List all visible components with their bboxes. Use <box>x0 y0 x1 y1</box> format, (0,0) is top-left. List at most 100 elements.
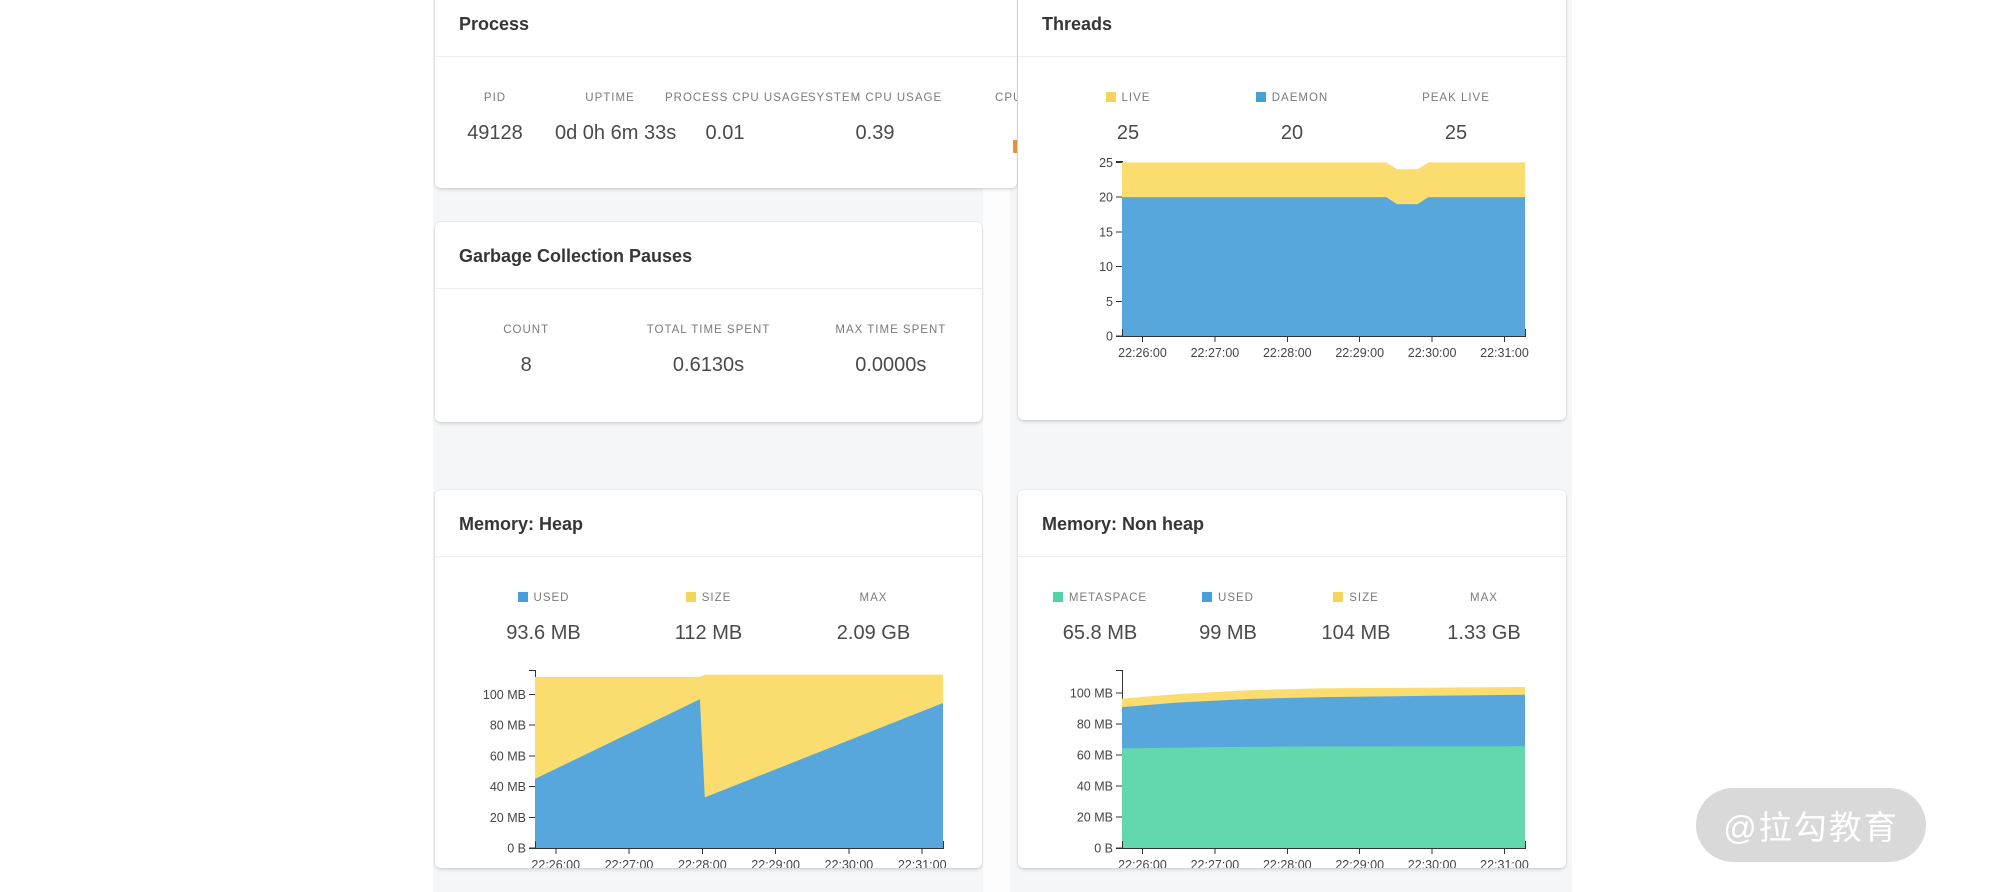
column-header-pid: PID <box>483 92 507 104</box>
svg-text:22:30:00: 22:30:00 <box>1408 858 1457 868</box>
card-title: Process <box>435 0 1017 57</box>
svg-text:60 MB: 60 MB <box>490 749 526 763</box>
svg-text:80 MB: 80 MB <box>490 719 526 733</box>
legend-label: PEAK LIVE <box>1422 92 1490 104</box>
nonheap-area-chart[interactable]: 0 B 20 MB 40 MB 60 MB 80 MB 100 MB 22:26:00 22:… <box>1018 663 1532 868</box>
svg-text:22:29:00: 22:29:00 <box>1335 346 1384 360</box>
svg-text:10: 10 <box>1099 260 1113 274</box>
svg-text:60 MB: 60 MB <box>1077 749 1113 763</box>
stat-label: TOTAL TIME SPENT <box>646 324 771 336</box>
gc-count-value: 8 <box>520 354 532 376</box>
svg-text:22:31:00: 22:31:00 <box>1480 346 1529 360</box>
metaspace-value: 65.8 MB <box>1062 622 1138 644</box>
stat-label: MAX TIME SPENT <box>835 324 947 336</box>
stat-nonheap-used: USED 99 MB <box>1164 591 1292 645</box>
live-legend-swatch <box>1105 92 1116 102</box>
svg-text:40 MB: 40 MB <box>490 780 526 794</box>
stat-heap-size: SIZE 112 MB <box>626 591 791 645</box>
column-header-system-cpu: SYSTEM CPU USAGE <box>807 92 943 104</box>
svg-text:100 MB: 100 MB <box>1070 687 1113 701</box>
system-cpu-value: 0.39 <box>855 122 895 144</box>
stat-label: COUNT <box>503 324 550 336</box>
nonheap-size-value: 104 MB <box>1321 622 1391 644</box>
svg-text:22:27:00: 22:27:00 <box>1191 858 1240 868</box>
svg-text:0: 0 <box>1106 330 1113 344</box>
gc-max-time-value: 0.0000s <box>855 354 927 376</box>
stat-heap-max: MAX 2.09 GB <box>791 591 956 645</box>
legend-label: MAX <box>859 592 888 604</box>
svg-text:25: 25 <box>1099 157 1113 170</box>
card-process: Process PID UPTIME PROCESS CPU USAGE SYS… <box>435 0 1017 188</box>
svg-text:22:28:00: 22:28:00 <box>1263 346 1312 360</box>
heap-used-value: 93.6 MB <box>506 622 581 644</box>
svg-text:0 B: 0 B <box>507 842 526 856</box>
used-legend-swatch <box>1202 592 1213 602</box>
stat-nonheap-size: SIZE 104 MB <box>1292 591 1420 645</box>
svg-text:5: 5 <box>1106 295 1113 309</box>
card-threads: Threads LIVE 25 DAEMON 20 PEAK LIVE 25 0… <box>1018 0 1566 420</box>
daemon-value: 20 <box>1280 122 1304 144</box>
svg-text:0 B: 0 B <box>1094 842 1113 856</box>
heap-size-value: 112 MB <box>674 622 743 644</box>
legend-label: LIVE <box>1046 91 1210 105</box>
nonheap-max-value: 1.33 GB <box>1447 622 1521 644</box>
stat-gc-count: COUNT 8 <box>435 323 617 377</box>
card-title: Memory: Non heap <box>1018 490 1566 557</box>
card-title: Garbage Collection Pauses <box>435 222 982 289</box>
svg-text:22:31:00: 22:31:00 <box>1480 858 1529 868</box>
svg-text:22:29:00: 22:29:00 <box>1335 858 1384 868</box>
stat-live: LIVE 25 <box>1046 91 1210 145</box>
svg-text:22:28:00: 22:28:00 <box>678 858 727 868</box>
legend-label: USED <box>461 591 626 605</box>
svg-text:22:26:00: 22:26:00 <box>1118 858 1167 868</box>
card-gc-pauses: Garbage Collection Pauses COUNT 8 TOTAL … <box>435 222 982 422</box>
legend-label: DAEMON <box>1210 91 1374 105</box>
svg-text:100 MB: 100 MB <box>483 688 526 702</box>
card-title: Memory: Heap <box>435 490 982 557</box>
pid-value: 49128 <box>467 122 523 144</box>
stat-metaspace: METASPACE 65.8 MB <box>1036 591 1164 645</box>
card-title: Threads <box>1018 0 1566 57</box>
size-legend-swatch <box>1333 592 1344 602</box>
process-header-row: PID UPTIME PROCESS CPU USAGE SYSTEM CPU … <box>435 91 1017 105</box>
svg-text:22:26:00: 22:26:00 <box>1118 346 1167 360</box>
legend-label: SIZE <box>1292 591 1420 605</box>
svg-text:22:28:00: 22:28:00 <box>1263 858 1312 868</box>
svg-text:22:27:00: 22:27:00 <box>1191 346 1240 360</box>
peak-live-value: 25 <box>1444 122 1468 144</box>
svg-text:15: 15 <box>1099 225 1113 239</box>
legend-label: METASPACE <box>1036 591 1164 605</box>
column-header-uptime: UPTIME <box>585 92 635 104</box>
uptime-value: 0d 0h 6m 33s <box>555 122 677 144</box>
nonheap-used-value: 99 MB <box>1199 622 1257 644</box>
stat-gc-max-time: MAX TIME SPENT 0.0000s <box>800 323 982 377</box>
used-legend-swatch <box>517 592 528 602</box>
svg-text:22:29:00: 22:29:00 <box>751 858 800 868</box>
stat-daemon: DAEMON 20 <box>1210 91 1374 145</box>
svg-text:20: 20 <box>1099 191 1113 205</box>
metaspace-legend-swatch <box>1052 592 1063 602</box>
svg-text:40 MB: 40 MB <box>1077 780 1113 794</box>
card-memory-heap: Memory: Heap USED 93.6 MB SIZE 112 MB MA… <box>435 490 982 868</box>
card-memory-nonheap: Memory: Non heap METASPACE 65.8 MB USED … <box>1018 490 1566 868</box>
column-header-process-cpu: PROCESS CPU USAGE <box>665 92 810 104</box>
stat-peak-live: PEAK LIVE 25 <box>1374 91 1538 145</box>
column-header-cpus: CPUS <box>995 92 1017 104</box>
clipped-cpus-value-fragment <box>1013 140 1017 153</box>
process-value-row: 49128 0d 0h 6m 33s 0.01 0.39 <box>435 105 1017 145</box>
svg-text:22:30:00: 22:30:00 <box>825 858 874 868</box>
size-legend-swatch <box>685 592 696 602</box>
daemon-legend-swatch <box>1255 92 1266 102</box>
legend-label: SIZE <box>626 591 791 605</box>
watermark-badge: @拉勾教育 <box>1696 788 1926 862</box>
threads-area-chart[interactable]: 0 5 10 15 20 25 22:26:00 22:27:00 22:28:00 22:29:… <box>1018 157 1532 369</box>
svg-text:20 MB: 20 MB <box>490 811 526 825</box>
stat-heap-used: USED 93.6 MB <box>461 591 626 645</box>
heap-area-chart[interactable]: 0 B 20 MB 40 MB 60 MB 80 MB 100 MB 22:26:00 22:… <box>435 663 949 868</box>
svg-text:22:26:00: 22:26:00 <box>531 858 580 868</box>
gc-total-time-value: 0.6130s <box>672 354 745 376</box>
svg-text:20 MB: 20 MB <box>1077 811 1113 825</box>
process-cpu-value: 0.01 <box>705 122 745 144</box>
heap-max-value: 2.09 GB <box>836 622 911 644</box>
